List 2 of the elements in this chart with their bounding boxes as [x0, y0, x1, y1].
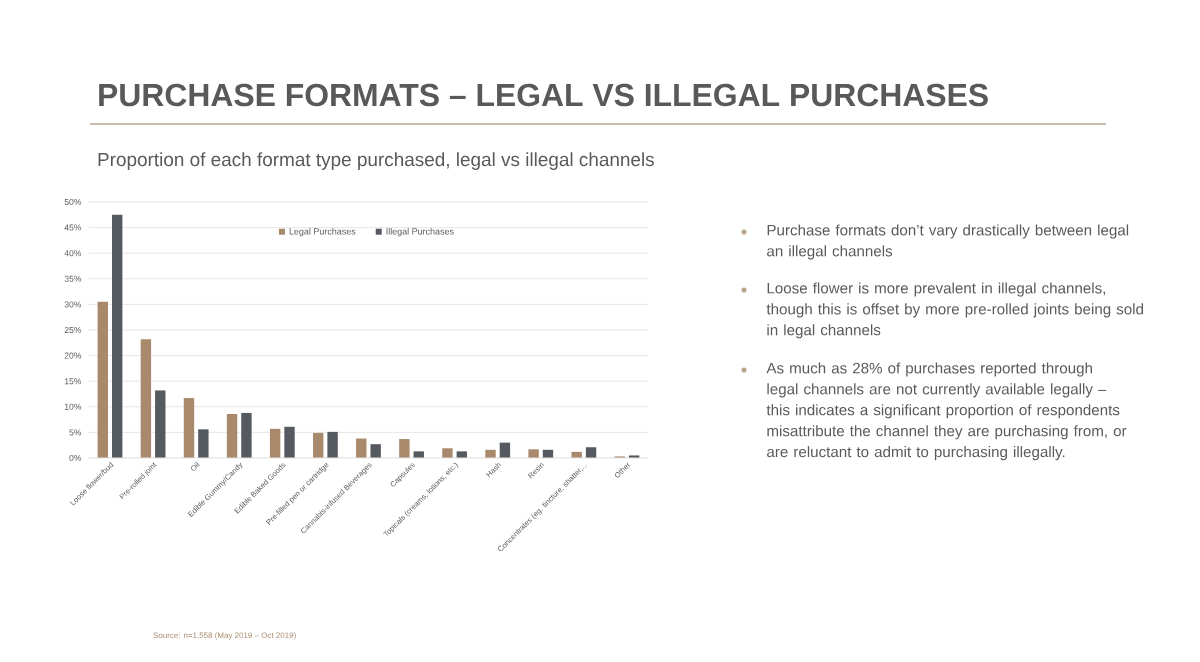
chart-subtitle: Proportion of each format type purchased, legal vs illegal channels: [98, 152, 654, 170]
chart-title: PURCHASE FORMATS – LEGAL VS ILLEGAL PURCHASES: [99, 83, 988, 107]
